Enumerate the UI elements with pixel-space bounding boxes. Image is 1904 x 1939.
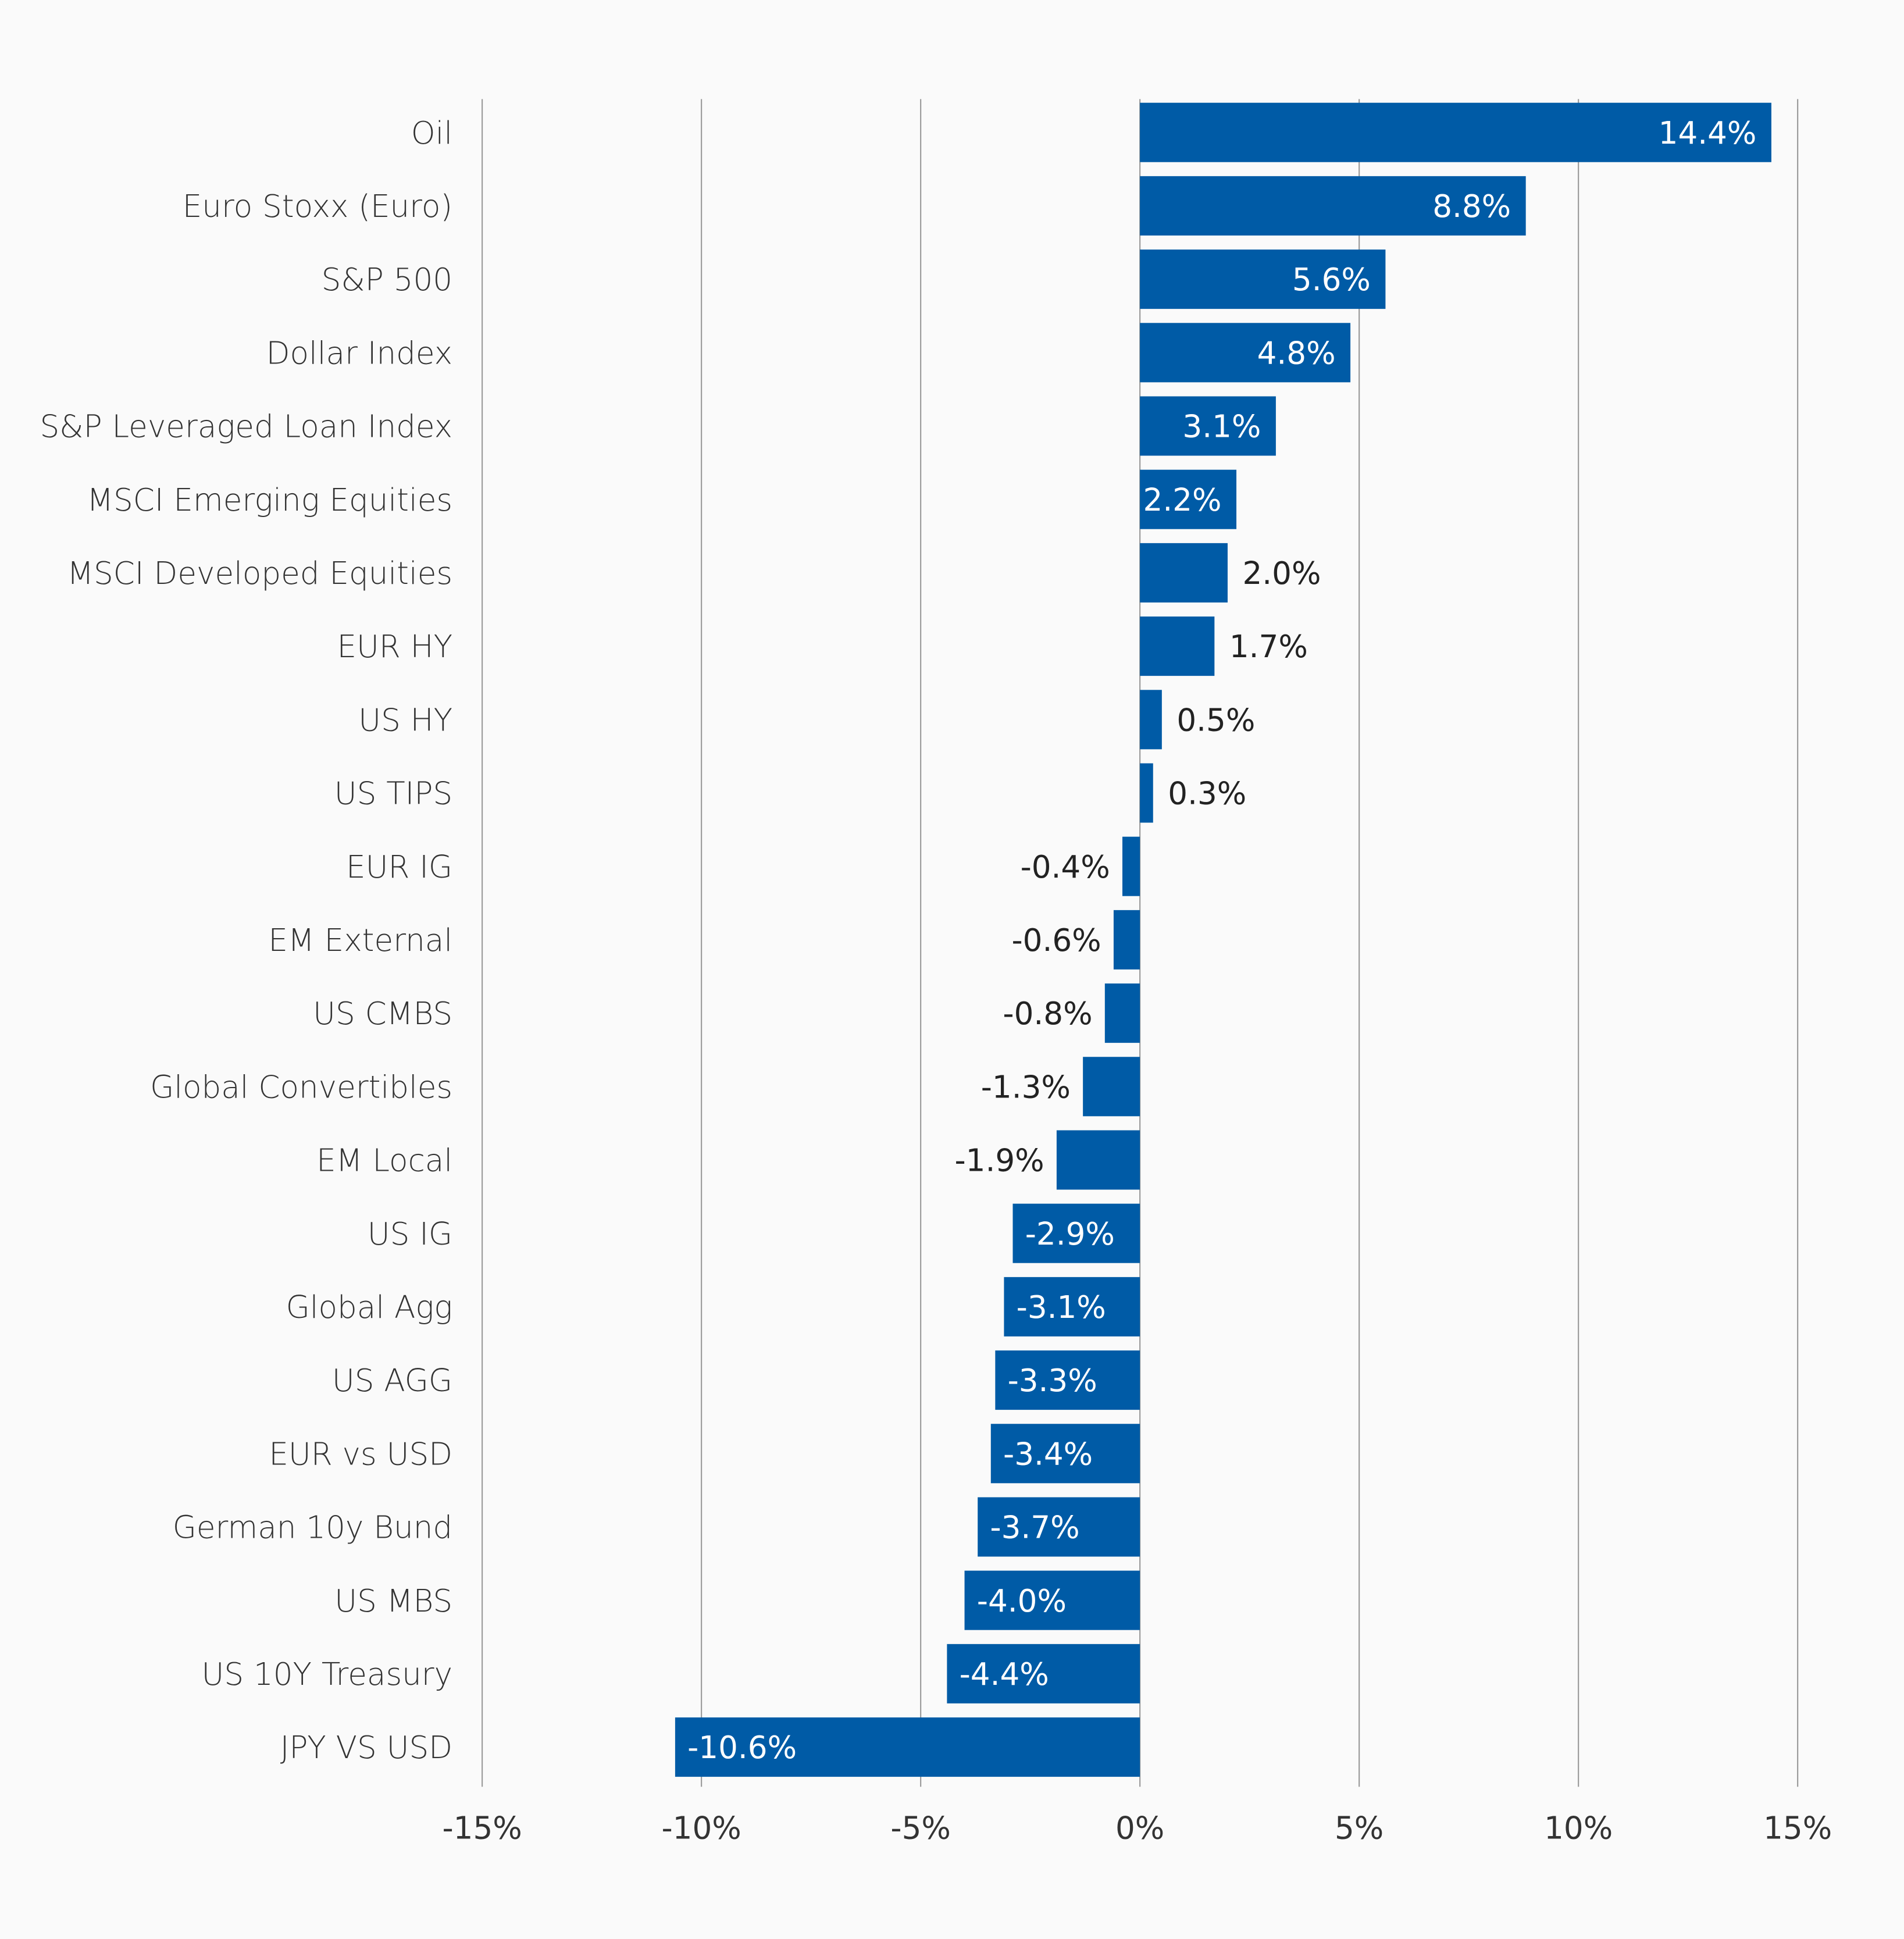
- data-label: 5.6%: [1292, 262, 1371, 298]
- bar: [1140, 616, 1215, 676]
- bar: [675, 1717, 1140, 1777]
- category-label: JPY VS USD: [280, 1730, 452, 1766]
- x-tick-label: 10%: [1544, 1810, 1613, 1847]
- category-label: US 10Y Treasury: [201, 1656, 452, 1692]
- category-label: EUR IG: [346, 849, 452, 885]
- category-label: S&P 500: [322, 262, 452, 298]
- category-label: US IG: [368, 1216, 452, 1252]
- bar: [1140, 176, 1526, 236]
- data-label: 1.7%: [1229, 629, 1308, 665]
- x-axis-ticks: -15% -10% -5% 0% 5% 10% 15%: [443, 1810, 1832, 1847]
- x-tick-label: 0%: [1115, 1810, 1164, 1847]
- category-label: MSCI Developed Equities: [67, 555, 452, 591]
- category-label: MSCI Emerging Equities: [87, 482, 452, 518]
- data-label: -1.9%: [954, 1143, 1044, 1179]
- category-label: US TIPS: [334, 776, 452, 812]
- bar: [1104, 983, 1140, 1043]
- category-label: Euro Stoxx (Euro): [183, 188, 452, 224]
- bar: [1140, 543, 1228, 603]
- data-label: -0.6%: [1012, 922, 1101, 958]
- x-tick-label: 15%: [1763, 1810, 1832, 1847]
- data-label: 0.5%: [1176, 702, 1255, 738]
- x-tick-label: -10%: [662, 1810, 741, 1847]
- bar: [1140, 396, 1276, 456]
- category-label: Global Agg: [286, 1289, 452, 1325]
- bar: [1140, 690, 1162, 750]
- x-tick-label: -5%: [890, 1810, 950, 1847]
- bar: [1012, 1203, 1140, 1263]
- data-label: 14.4%: [1659, 115, 1757, 151]
- bar: [1122, 836, 1140, 896]
- category-label: US HY: [358, 702, 452, 738]
- bar: [1113, 910, 1140, 970]
- data-label: -4.0%: [977, 1583, 1067, 1619]
- category-label: EUR vs USD: [269, 1436, 452, 1472]
- bar: [1140, 323, 1351, 383]
- bar: [947, 1644, 1140, 1703]
- data-label: -3.3%: [1008, 1363, 1097, 1399]
- x-tick-label: -15%: [443, 1810, 522, 1847]
- category-labels: Oil Euro Stoxx (Euro) S&P 500 Dollar Index S…: [40, 115, 452, 1766]
- bar: [990, 1424, 1140, 1484]
- category-label: EM External: [268, 922, 452, 958]
- bar: [995, 1350, 1140, 1410]
- data-label: -4.4%: [960, 1656, 1049, 1692]
- category-label: EM Local: [316, 1143, 452, 1179]
- bar: [1140, 102, 1771, 162]
- data-label: -0.4%: [1021, 849, 1110, 885]
- data-label: -10.6%: [687, 1730, 797, 1766]
- category-label: S&P Leveraged Loan Index: [40, 409, 452, 445]
- data-label: -0.8%: [1003, 996, 1092, 1032]
- category-label: US CMBS: [313, 996, 452, 1032]
- bars: [675, 102, 1771, 1777]
- category-label: US AGG: [332, 1363, 452, 1399]
- category-label: Dollar Index: [266, 335, 452, 371]
- category-label: German 10y Bund: [173, 1510, 452, 1546]
- category-label: Global Convertibles: [150, 1069, 452, 1105]
- category-label: Oil: [411, 115, 452, 151]
- data-label: 0.3%: [1168, 776, 1246, 812]
- data-labels: 14.4% 8.8% 5.6% 4.8% 3.1% 2.2% 2.0% 1.7% 0.5% 0.3…: [687, 115, 1756, 1766]
- category-label: US MBS: [334, 1583, 452, 1619]
- data-label: -1.3%: [981, 1069, 1071, 1105]
- data-label: -3.1%: [1017, 1289, 1106, 1325]
- data-label: 3.1%: [1182, 409, 1261, 445]
- data-label: -3.4%: [1003, 1436, 1093, 1472]
- bar: [1056, 1130, 1140, 1190]
- data-label: -3.7%: [990, 1510, 1079, 1546]
- data-label: 2.0%: [1242, 555, 1321, 591]
- bar: [1083, 1057, 1140, 1117]
- bar: [964, 1570, 1140, 1630]
- data-label: 2.2%: [1143, 482, 1222, 518]
- bar: [1140, 763, 1153, 823]
- data-label: 8.8%: [1432, 188, 1511, 224]
- data-label: 4.8%: [1257, 335, 1336, 371]
- bar: [1004, 1277, 1140, 1336]
- category-label: EUR HY: [337, 629, 452, 665]
- data-label: -2.9%: [1025, 1216, 1115, 1252]
- bar: [1140, 469, 1237, 529]
- bar: [1140, 249, 1386, 309]
- x-tick-label: 5%: [1335, 1810, 1384, 1847]
- bar: [978, 1497, 1140, 1557]
